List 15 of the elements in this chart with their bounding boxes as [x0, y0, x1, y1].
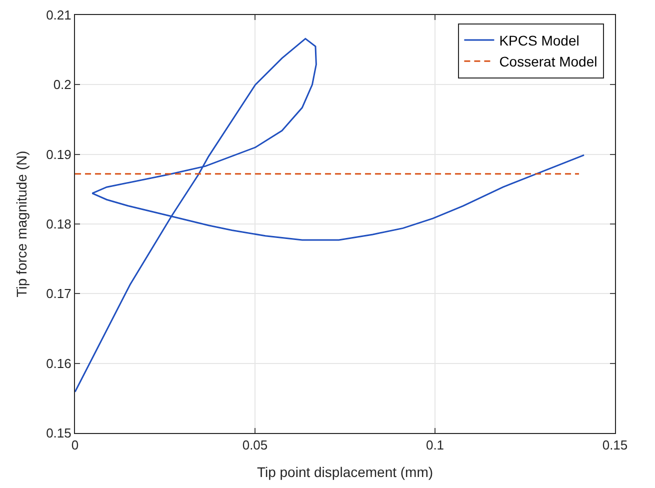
y-tick-label: 0.16: [46, 356, 72, 371]
y-tick-label: 0.19: [46, 146, 72, 162]
y-tick-label: 0.15: [46, 426, 72, 441]
x-tick-label: 0: [71, 438, 79, 453]
y-tick-label: 0.21: [46, 8, 72, 23]
y-axis-title: Tip force magnitude (N): [14, 150, 30, 298]
x-tick-label: 0.05: [242, 438, 268, 453]
x-tick-label: 0.1: [426, 438, 444, 453]
x-axis-title: Tip point displacement (mm): [256, 464, 434, 480]
x-tick-label: 0.15: [602, 438, 628, 453]
legend-label: KPCS Model: [499, 32, 580, 48]
y-tick-label: 0.17: [46, 286, 72, 302]
y-tick-label: 0.2: [53, 77, 72, 92]
legend-label: Cosserat Model: [499, 54, 598, 70]
y-tick-label: 0.18: [46, 216, 72, 232]
